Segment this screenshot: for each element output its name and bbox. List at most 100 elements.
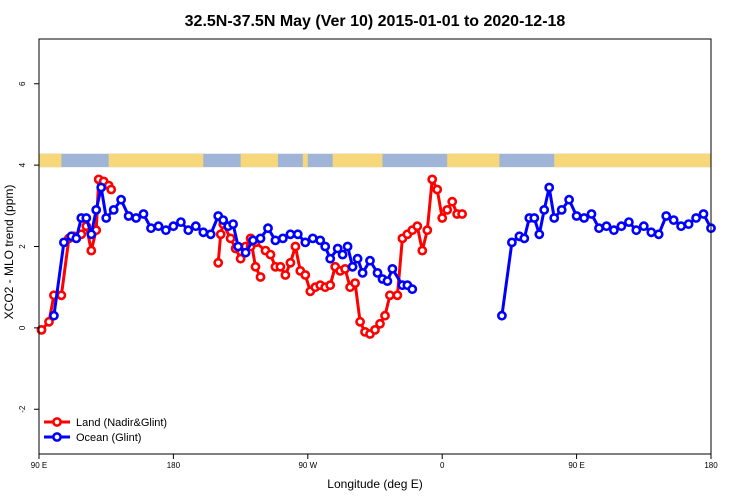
data-point <box>544 182 555 193</box>
data-point <box>263 223 273 234</box>
data-point <box>106 184 117 195</box>
data-point <box>352 253 363 264</box>
data-point <box>586 209 597 219</box>
data-point <box>255 272 266 282</box>
data-point <box>372 267 383 278</box>
data-point <box>609 225 619 236</box>
plot-frame <box>38 38 712 455</box>
data-point <box>342 241 353 252</box>
data-point <box>300 237 311 248</box>
data-point <box>160 225 171 236</box>
land-strip-segment <box>554 153 711 168</box>
data-point <box>307 233 318 244</box>
data-point <box>96 182 107 193</box>
x-tick-label: 180 <box>167 461 181 470</box>
data-point <box>375 318 385 329</box>
y-tick-label: 2 <box>18 244 27 249</box>
data-point <box>365 255 375 266</box>
data-point <box>347 261 358 272</box>
data-point <box>387 263 398 274</box>
data-point <box>427 174 438 185</box>
data-point <box>325 280 336 291</box>
data-point <box>153 221 164 232</box>
data-point <box>506 237 517 248</box>
data-point <box>91 204 102 215</box>
data-point <box>81 213 92 223</box>
data-point <box>265 249 276 260</box>
data-point <box>44 316 54 327</box>
data-point <box>146 223 156 234</box>
data-point <box>594 223 604 234</box>
series-line <box>500 186 713 316</box>
x-tick-label: 0 <box>440 461 445 470</box>
data-point <box>529 213 540 223</box>
data-point <box>215 229 226 240</box>
data-point <box>332 243 343 254</box>
data-point <box>442 204 453 215</box>
data-point <box>116 194 126 205</box>
y-axis-title: XCO2 - MLO trend (ppm) <box>2 185 16 320</box>
data-point <box>432 184 443 195</box>
data-point <box>131 213 141 223</box>
land-ocean-strip <box>39 153 711 168</box>
data-point <box>384 290 395 301</box>
legend-label: Land (Nadir&Glint) <box>76 417 167 429</box>
data-point <box>337 249 348 260</box>
data-point <box>235 253 246 264</box>
x-tick-label: 90 E <box>31 461 47 470</box>
data-point <box>255 233 266 244</box>
data-point <box>564 194 574 205</box>
data-point <box>320 241 331 252</box>
data-point <box>71 233 82 244</box>
data-point <box>382 276 393 286</box>
x-tick-label: 90 W <box>298 461 317 470</box>
data-point <box>86 245 97 256</box>
data-point <box>218 215 229 225</box>
data-point <box>668 215 679 225</box>
data-point <box>36 324 47 335</box>
data-point <box>691 213 701 223</box>
data-point <box>280 270 291 280</box>
data-point <box>270 235 281 246</box>
legend-swatch-marker <box>52 417 62 427</box>
data-point <box>292 229 303 240</box>
data-point <box>616 221 627 232</box>
land-strip-segment <box>108 153 204 168</box>
data-point <box>233 241 243 252</box>
data-point <box>277 233 288 244</box>
data-point <box>653 229 664 240</box>
data-point <box>549 213 560 223</box>
data-point <box>285 257 296 268</box>
data-point <box>190 221 201 232</box>
data-point <box>138 209 149 219</box>
data-point <box>370 324 380 335</box>
data-point <box>325 253 336 264</box>
data-point <box>290 241 301 252</box>
data-point <box>534 229 545 240</box>
data-point <box>392 290 403 301</box>
x-tick-label: 90 E <box>568 461 584 470</box>
data-point <box>519 233 530 244</box>
data-point <box>417 245 428 256</box>
data-point <box>631 225 642 236</box>
data-point <box>638 221 649 232</box>
y-tick-label: 6 <box>18 81 27 86</box>
y-axis: -2 0 2 4 6 <box>18 81 39 413</box>
data-point <box>539 204 550 215</box>
data-point <box>123 211 134 221</box>
data-point <box>437 213 448 223</box>
data-point <box>340 263 350 274</box>
series-ocean <box>49 182 716 321</box>
data-point <box>683 219 694 229</box>
series-land <box>36 174 467 339</box>
data-point <box>183 225 194 236</box>
data-point <box>213 257 224 268</box>
series-layer <box>36 174 716 339</box>
data-point <box>698 209 709 219</box>
data-point <box>205 229 216 240</box>
data-point <box>275 261 286 272</box>
y-tick-label: 0 <box>18 325 27 330</box>
x-axis: 90 E 180 90 W 0 90 E 180 <box>31 454 718 470</box>
data-point <box>240 247 251 258</box>
legend: Land (Nadir&Glint) Ocean (Glint) <box>44 417 167 444</box>
